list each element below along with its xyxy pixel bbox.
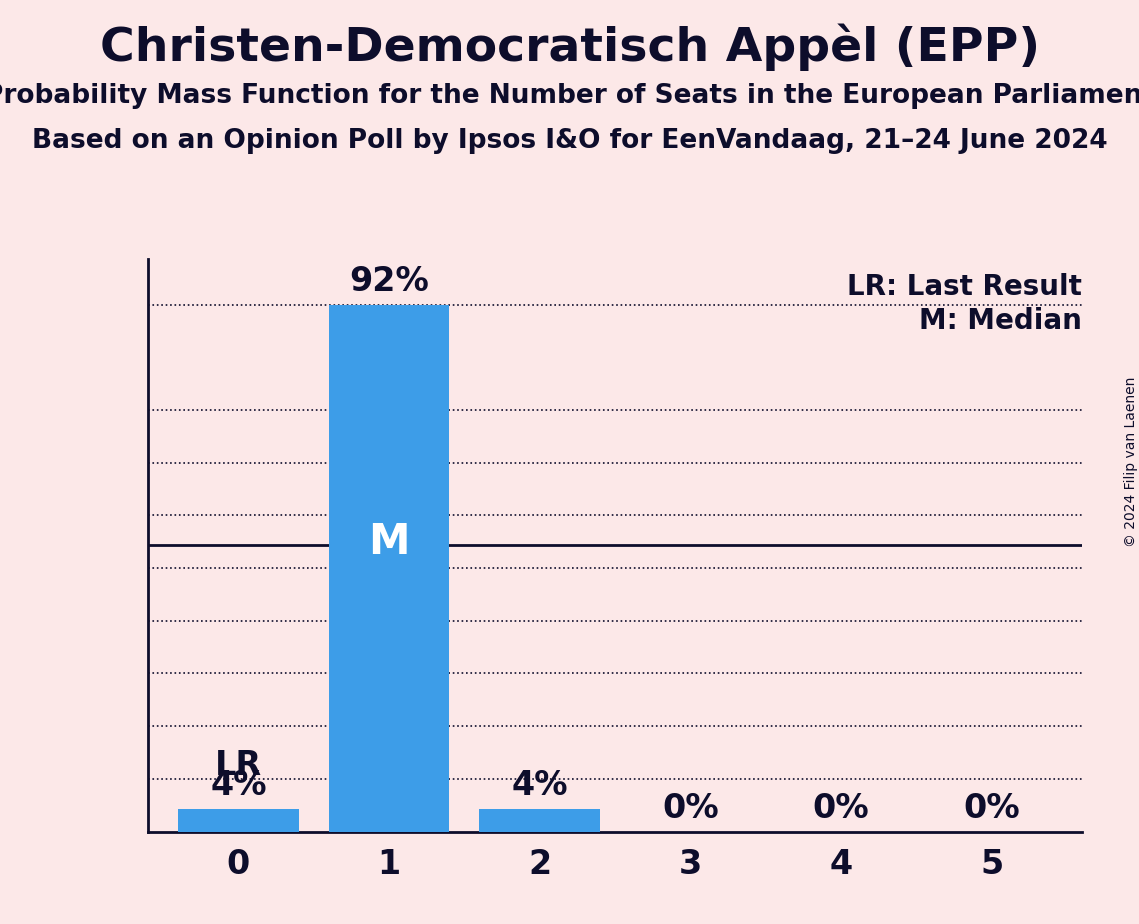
Text: 0%: 0% [662,792,719,825]
Text: M: M [368,521,410,563]
Text: LR: Last Result: LR: Last Result [847,274,1082,301]
Text: Christen-Democratisch Appèl (EPP): Christen-Democratisch Appèl (EPP) [99,23,1040,70]
Bar [178,808,298,832]
Text: 92%: 92% [350,264,429,298]
Bar [480,808,600,832]
Text: Based on an Opinion Poll by Ipsos I&O for EenVandaag, 21–24 June 2024: Based on an Opinion Poll by Ipsos I&O fo… [32,128,1107,153]
Text: 4%: 4% [211,769,267,802]
Text: 4%: 4% [511,769,568,802]
Text: © 2024 Filip van Laenen: © 2024 Filip van Laenen [1124,377,1138,547]
Text: 0%: 0% [813,792,869,825]
Text: Probability Mass Function for the Number of Seats in the European Parliament: Probability Mass Function for the Number… [0,83,1139,109]
Text: 0%: 0% [964,792,1021,825]
Text: LR: LR [215,749,262,783]
Bar [329,305,450,832]
Text: M: Median: M: Median [919,308,1082,335]
